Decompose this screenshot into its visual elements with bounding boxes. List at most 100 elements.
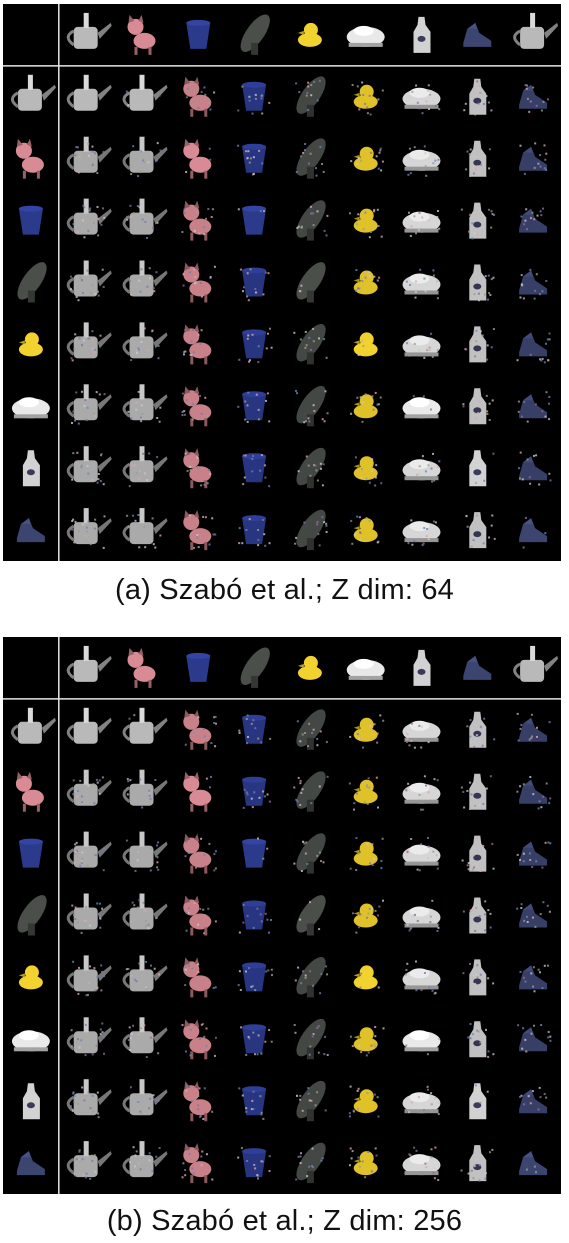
white-bottle-thumbnail [22, 450, 40, 487]
white-car-thumbnail [402, 1085, 441, 1115]
dark-shoe-icon [296, 385, 326, 427]
blue-cup-thumbnail [186, 19, 211, 49]
figure-panel-b [3, 637, 561, 1194]
dark-shoe-thumbnail [240, 647, 270, 688]
white-bottle-icon [413, 16, 431, 53]
blue-shoe-thumbnail [519, 268, 548, 300]
watering-can-icon [122, 769, 168, 806]
yellow-duck-thumbnail [349, 714, 385, 749]
blue-cup-thumbnail [238, 327, 273, 364]
white-car-icon [402, 782, 441, 804]
blue-shoe-icon [519, 332, 548, 357]
white-bottle-thumbnail [464, 326, 495, 363]
dark-shoe-thumbnail [293, 833, 326, 874]
blue-cup-thumbnail [237, 962, 273, 992]
yellow-duck-thumbnail [350, 391, 382, 423]
blue-cup-icon [242, 1024, 267, 1054]
watering-can-thumbnail [66, 198, 112, 239]
yellow-duck-icon [353, 208, 378, 233]
pink-cat-thumbnail [181, 200, 214, 241]
watering-can-thumbnail [66, 707, 112, 744]
white-bottle-icon [469, 1021, 487, 1058]
yellow-duck-thumbnail [350, 146, 384, 172]
yellow-duck-icon [353, 1089, 378, 1114]
pink-cat-thumbnail [183, 324, 212, 365]
blue-cup-icon [242, 714, 267, 744]
white-car-thumbnail [402, 210, 441, 237]
dark-shoe-icon [296, 509, 326, 551]
watering-can-thumbnail [122, 831, 168, 872]
yellow-duck-thumbnail [348, 776, 379, 811]
blue-shoe-thumbnail [517, 391, 551, 423]
pink-cat-icon [127, 14, 156, 55]
pink-cat-icon [183, 448, 212, 489]
watering-can-thumbnail [122, 74, 168, 111]
watering-can-icon [66, 12, 112, 49]
pink-cat-thumbnail [182, 262, 216, 303]
white-car-thumbnail [346, 658, 385, 680]
white-bottle-thumbnail [413, 649, 431, 686]
yellow-duck-icon [353, 717, 378, 742]
white-bottle-icon [469, 450, 487, 487]
white-car-icon [402, 459, 441, 481]
blue-cup-icon [242, 81, 267, 111]
yellow-duck-thumbnail [297, 655, 322, 680]
watering-can-thumbnail [513, 645, 559, 682]
yellow-duck-icon [353, 518, 378, 543]
blue-shoe-thumbnail [519, 142, 548, 175]
watering-can-icon [122, 198, 168, 235]
blue-shoe-icon [519, 394, 548, 419]
blue-shoe-thumbnail [463, 22, 492, 47]
watering-can-thumbnail [66, 260, 112, 302]
blue-cup-icon [242, 267, 267, 297]
image-grid-b [3, 637, 561, 1194]
dark-shoe-icon [296, 1080, 326, 1122]
watering-can-icon [66, 1141, 112, 1178]
white-car-icon [402, 211, 441, 233]
dark-shoe-icon [296, 833, 326, 874]
blue-cup-thumbnail [242, 837, 269, 868]
blue-cup-thumbnail [238, 900, 272, 934]
blue-cup-icon [242, 143, 267, 173]
watering-can-thumbnail [122, 1141, 168, 1178]
white-car-thumbnail [402, 332, 441, 359]
blue-shoe-thumbnail [463, 655, 492, 680]
watering-can-icon [66, 198, 112, 235]
dark-shoe-thumbnail [296, 447, 326, 489]
blue-shoe-icon [519, 84, 548, 109]
dark-shoe-icon [296, 895, 326, 936]
white-car-icon [346, 25, 385, 47]
blue-shoe-icon [519, 903, 548, 928]
watering-can-icon [122, 446, 168, 483]
blue-shoe-thumbnail [516, 776, 552, 810]
blue-shoe-thumbnail [519, 964, 549, 993]
watering-can-thumbnail [122, 893, 168, 930]
white-bottle-thumbnail [462, 959, 495, 996]
white-bottle-icon [469, 1083, 487, 1120]
dark-shoe-thumbnail [295, 138, 326, 179]
blue-cup-icon [242, 515, 267, 545]
white-car-icon [402, 87, 441, 109]
white-car-icon [402, 1154, 441, 1176]
yellow-duck-thumbnail [353, 269, 381, 295]
blue-shoe-icon [16, 518, 45, 543]
blue-shoe-thumbnail [516, 332, 551, 364]
blue-shoe-thumbnail [519, 1151, 548, 1176]
white-car-thumbnail [402, 1146, 441, 1181]
dark-shoe-thumbnail [295, 1142, 326, 1184]
watering-can-icon [66, 955, 112, 992]
blue-cup-thumbnail [237, 81, 271, 115]
pink-cat-icon [183, 510, 212, 551]
pink-cat-thumbnail [181, 386, 212, 427]
watering-can-thumbnail [122, 955, 168, 992]
white-car-thumbnail [402, 84, 441, 115]
blue-shoe-thumbnail [519, 1086, 548, 1114]
watering-can-thumbnail [66, 1079, 112, 1119]
pink-cat-icon [183, 138, 212, 179]
pink-cat-thumbnail [183, 1081, 214, 1122]
watering-can-thumbnail [122, 322, 168, 362]
watering-can-thumbnail [66, 831, 112, 872]
pink-cat-thumbnail [127, 647, 156, 688]
dark-shoe-thumbnail [296, 1080, 327, 1122]
watering-can-icon [10, 707, 56, 744]
